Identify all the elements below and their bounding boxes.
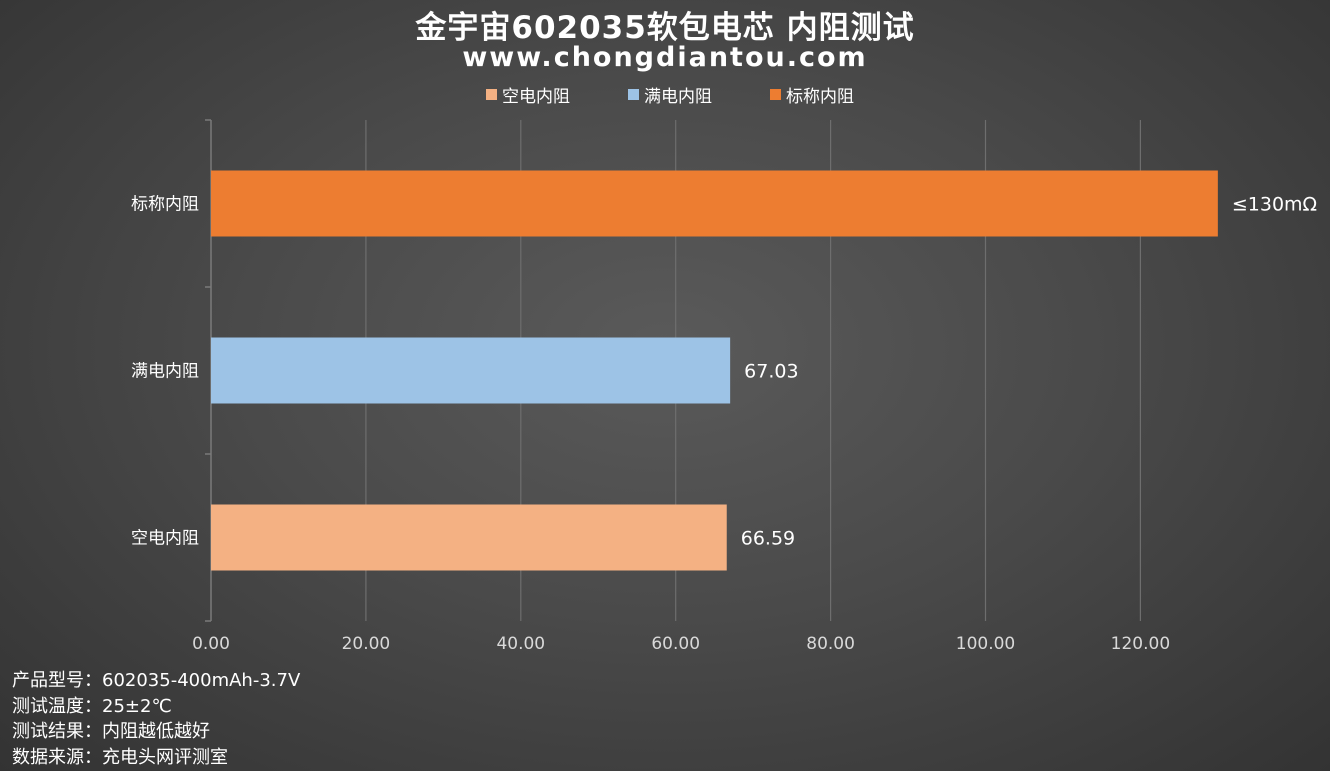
legend-label-full: 满电内阻 — [644, 87, 712, 107]
y-category-label-1: 满电内阻 — [131, 362, 199, 382]
legend-swatch-empty — [486, 89, 497, 100]
info-notes: 产品型号：602035-400mAh-3.7V 测试温度：25±2℃ 测试结果：… — [12, 668, 300, 770]
x-tick-label-5: 100.00 — [956, 634, 1015, 654]
data-label-2: ≤130mΩ — [1232, 194, 1317, 216]
legend-swatch-full — [628, 89, 639, 100]
y-category-label-0: 空电内阻 — [131, 529, 199, 549]
data-label-0: 66.59 — [741, 528, 795, 550]
legend-label-nominal: 标称内阻 — [786, 87, 854, 107]
chart-legend: 空电内阻 满电内阻 标称内阻 — [0, 82, 1330, 107]
x-tick-label-1: 20.00 — [342, 634, 391, 654]
data-label-1: 67.03 — [744, 361, 798, 383]
bar-1 — [211, 337, 731, 404]
x-tick-label-3: 60.00 — [651, 634, 700, 654]
x-tick-label-0: 0.00 — [192, 634, 230, 654]
bar-2 — [211, 170, 1218, 237]
x-tick-label-4: 80.00 — [806, 634, 855, 654]
x-tick-label-2: 40.00 — [496, 634, 545, 654]
note-source: 数据来源：充电头网评测室 — [12, 746, 228, 768]
bar-0 — [211, 504, 727, 571]
legend-item-full: 满电内阻 — [628, 82, 712, 107]
chart-title: 金宇宙602035软包电芯 内阻测试 — [415, 10, 915, 46]
note-temperature: 测试温度：25±2℃ — [12, 695, 172, 717]
legend-item-nominal: 标称内阻 — [770, 82, 854, 107]
legend-item-empty: 空电内阻 — [486, 82, 570, 107]
x-tick-label-6: 120.00 — [1111, 634, 1170, 654]
legend-label-empty: 空电内阻 — [502, 87, 570, 107]
chart-subtitle: www.chongdiantou.com — [462, 42, 868, 73]
note-model: 产品型号：602035-400mAh-3.7V — [12, 670, 301, 691]
y-category-label-2: 标称内阻 — [131, 195, 199, 215]
legend-swatch-nominal — [770, 89, 781, 100]
note-result: 测试结果：内阻越低越好 — [12, 721, 210, 742]
